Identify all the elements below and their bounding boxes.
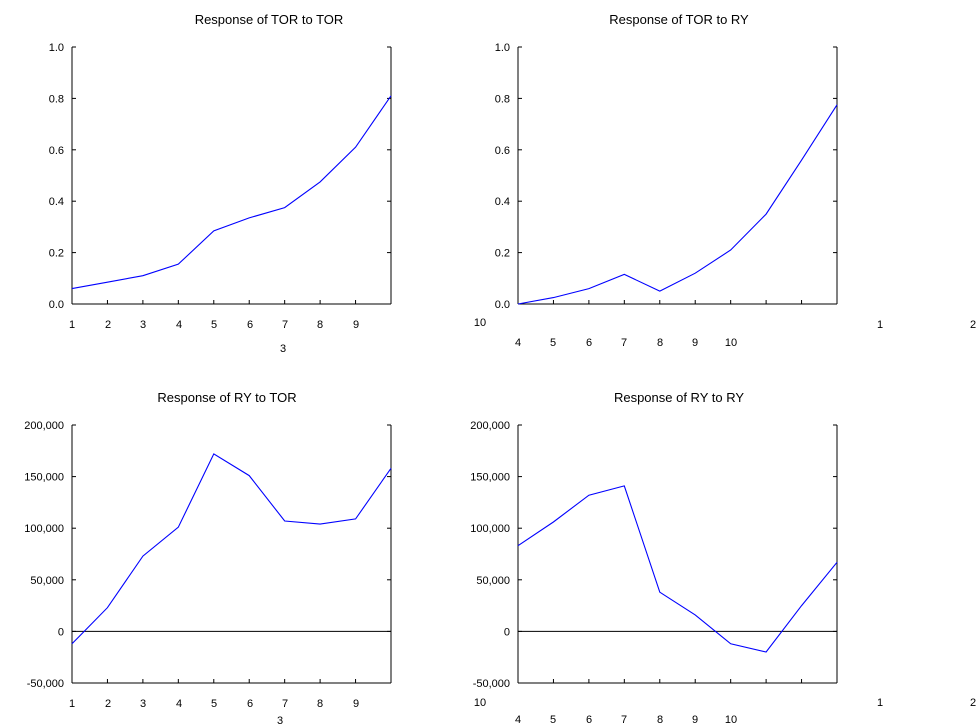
x-tick-label: 9 bbox=[692, 714, 698, 726]
x-tick-label: 7 bbox=[621, 714, 627, 726]
y-tick-label: 0.6 bbox=[495, 145, 510, 157]
x-tick-label: 5 bbox=[211, 319, 217, 331]
chart-title: Response of TOR to RY bbox=[609, 12, 749, 27]
chart-panel-2: Response of TOR to RY 0.0 0.2 0.4 0.6 0.8 1.0 4… bbox=[474, 12, 976, 349]
chart-panel-1: Response of TOR to TOR 0.0 0.2 0.4 0.6 0.8 1.0… bbox=[49, 12, 392, 355]
y-tick-label: 0.2 bbox=[495, 248, 510, 260]
x-tick-label: 4 bbox=[515, 337, 521, 349]
x-tick-label: 8 bbox=[317, 319, 323, 331]
chart-title: Response of TOR to TOR bbox=[195, 12, 344, 27]
x-tick-label: 6 bbox=[586, 337, 592, 349]
x-tick-label: 2 bbox=[105, 698, 111, 710]
response-series-line bbox=[517, 104, 838, 305]
x-tick-label: 8 bbox=[657, 714, 663, 726]
x-tick-label: 9 bbox=[353, 698, 359, 710]
y-tick-label: 0.4 bbox=[49, 196, 64, 208]
y-tick-label: 0.2 bbox=[49, 248, 64, 260]
x-tick-label: 7 bbox=[282, 698, 288, 710]
y-tick-label: -50,000 bbox=[27, 678, 64, 690]
x-tick-label: 4 bbox=[176, 319, 182, 331]
stray-axis-label: 1 bbox=[877, 319, 883, 331]
stray-axis-label: 2 bbox=[970, 697, 976, 709]
y-tick-label: 0.4 bbox=[495, 196, 510, 208]
response-series-line bbox=[517, 485, 838, 653]
x-tick-label: 5 bbox=[550, 337, 556, 349]
x-tick-label: 3 bbox=[140, 319, 146, 331]
x-tick-label: 5 bbox=[211, 698, 217, 710]
x-tick-label: 1 bbox=[69, 698, 75, 710]
x-tick-label: 4 bbox=[515, 714, 521, 726]
chart-panel-4: Response of RY to RY -50,000 0 50,000 100,00… bbox=[470, 390, 976, 726]
x-tick-label: 3 bbox=[140, 698, 146, 710]
y-tick-label: 1.0 bbox=[49, 42, 64, 54]
y-tick-label: -50,000 bbox=[473, 678, 510, 690]
response-series-line bbox=[71, 95, 392, 290]
y-tick-label: 0 bbox=[58, 626, 64, 638]
x-tick-label: 10 bbox=[725, 714, 737, 726]
stray-axis-label: 10 bbox=[474, 317, 486, 329]
y-tick-label: 0.0 bbox=[495, 299, 510, 311]
y-tick-label: 0.8 bbox=[49, 93, 64, 105]
chart-title: Response of RY to RY bbox=[614, 390, 744, 405]
x-tick-label: 6 bbox=[586, 714, 592, 726]
stray-axis-label: 3 bbox=[280, 343, 286, 355]
stray-axis-label: 1 bbox=[877, 697, 883, 709]
y-tick-label: 200,000 bbox=[470, 420, 510, 432]
stray-axis-label: 10 bbox=[474, 697, 486, 709]
stray-axis-label: 3 bbox=[277, 715, 283, 727]
chart-title: Response of RY to TOR bbox=[157, 390, 296, 405]
x-tick-label: 6 bbox=[247, 698, 253, 710]
chart-panel-3: Response of RY to TOR -50,000 0 50,000 100,0… bbox=[24, 390, 392, 727]
y-tick-label: 0.0 bbox=[49, 299, 64, 311]
stray-axis-label: 2 bbox=[970, 319, 976, 331]
x-tick-label: 9 bbox=[692, 337, 698, 349]
response-series-line bbox=[71, 453, 392, 645]
x-tick-label: 8 bbox=[317, 698, 323, 710]
x-tick-label: 6 bbox=[247, 319, 253, 331]
y-tick-label: 0 bbox=[504, 626, 510, 638]
y-tick-label: 150,000 bbox=[470, 472, 510, 484]
x-tick-label: 1 bbox=[69, 319, 75, 331]
y-tick-label: 1.0 bbox=[495, 42, 510, 54]
y-tick-label: 150,000 bbox=[24, 472, 64, 484]
y-tick-label: 100,000 bbox=[24, 523, 64, 535]
y-tick-label: 50,000 bbox=[476, 575, 510, 587]
x-tick-label: 8 bbox=[657, 337, 663, 349]
x-tick-label: 5 bbox=[550, 714, 556, 726]
x-tick-label: 2 bbox=[105, 319, 111, 331]
x-tick-label: 7 bbox=[282, 319, 288, 331]
x-tick-label: 7 bbox=[621, 337, 627, 349]
x-tick-label: 9 bbox=[353, 319, 359, 331]
y-tick-label: 100,000 bbox=[470, 523, 510, 535]
y-tick-label: 0.8 bbox=[495, 93, 510, 105]
x-tick-label: 4 bbox=[176, 698, 182, 710]
x-tick-label: 10 bbox=[725, 337, 737, 349]
y-tick-label: 200,000 bbox=[24, 420, 64, 432]
y-tick-label: 50,000 bbox=[30, 575, 64, 587]
y-tick-label: 0.6 bbox=[49, 145, 64, 157]
